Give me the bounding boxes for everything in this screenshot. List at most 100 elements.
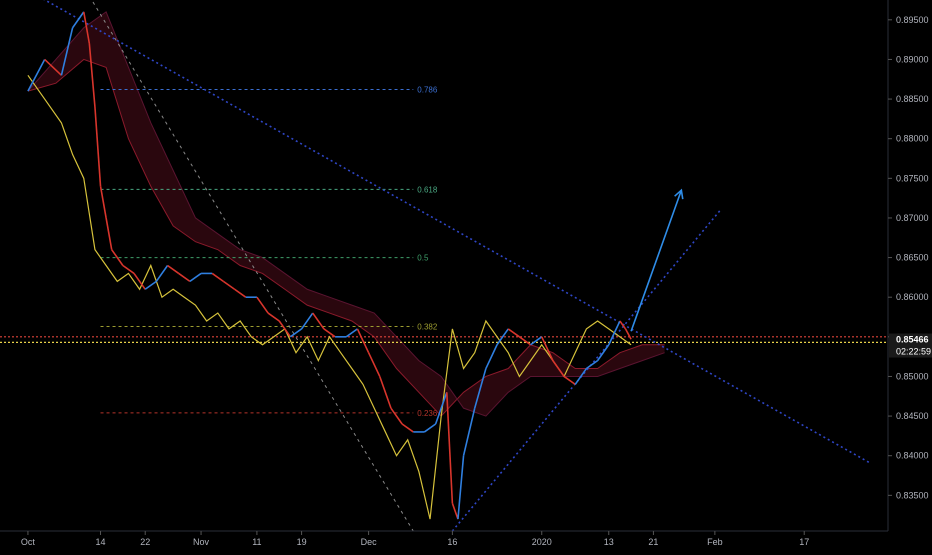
projection-arrow-head [674,188,684,200]
time-axis: Oct 14 22 Nov 11 19 Dec 16 2020 13 21 Feb 17 [0,530,888,547]
price-segment [379,376,392,409]
time-tick-label: 21 [648,537,658,547]
fib-level-label: 0.618 [417,185,438,194]
time-tick-label: Dec [361,537,378,547]
price-tick-label: 0.86500 [896,253,929,263]
price-segment [552,360,565,377]
last-price-badge [889,333,932,358]
price-segment [211,272,224,283]
price-segment [457,455,465,520]
price-segment [256,296,269,314]
price-segment [356,328,370,354]
price-tick-label: 0.86000 [896,292,929,302]
price-segment [541,336,554,361]
trendline-upper [43,0,872,465]
price-segment [619,320,627,330]
price-segment [99,186,107,219]
last-price-label: 0.85466 [896,335,929,345]
price-segment [624,328,632,340]
price-tick-label: 0.87000 [896,213,929,223]
price-segment [267,312,280,322]
price-segment [122,264,135,275]
price-segment [585,359,599,370]
price-segment [44,58,62,76]
price-segment [390,407,403,425]
time-tick-label: 22 [140,537,150,547]
price-segment [530,336,543,346]
price-segment [518,336,532,346]
price-tick-label: 0.87500 [896,173,929,183]
price-segment [496,328,509,346]
price-segment [27,59,46,92]
price-segment [105,217,113,250]
lagging-span-line [27,74,632,520]
price-segment [300,312,314,330]
price-segment [82,11,91,44]
time-tick-label: 16 [447,537,457,547]
price-segment [178,272,191,283]
price-segment [88,43,96,108]
ichimoku-cloud [27,11,665,417]
price-segment [596,344,610,362]
price-segment [155,265,169,282]
price-segment [345,328,358,338]
time-tick-label: Nov [193,537,210,547]
fib-level-label: 0.382 [417,323,438,332]
price-segment [445,392,454,504]
price-segment [71,11,85,29]
time-tick-label: 13 [604,537,614,547]
price-segment [451,502,459,520]
countdown-label: 02:22:59 [896,347,931,357]
cloud-span-b [27,11,665,417]
price-segment [462,407,476,456]
price-segment [144,280,157,290]
price-tick-label: 0.84500 [896,411,929,421]
cloud-fill [27,11,665,417]
price-segment [189,272,202,283]
price-segment [289,328,303,338]
fib-level-label: 0.236 [417,409,438,418]
time-tick-label: 19 [297,537,307,547]
price-axis: 0.89500 0.89000 0.88500 0.88000 0.87500 0.870… [887,0,932,531]
price-segment [434,392,448,425]
price-segment [563,375,576,386]
price-segment [401,423,414,433]
drawing-lines: 0.786 0.618 0.5 0.382 0.236 [0,0,888,532]
price-segment [60,27,74,76]
price-tick-label: 0.88000 [896,134,929,144]
price-segment [507,328,520,338]
series-layer [27,11,684,520]
cloud-span-a [27,58,665,417]
price-tick-label: 0.85000 [896,371,929,381]
time-tick-label: 11 [252,537,261,547]
projection-arrow-line [630,189,683,332]
price-tick-label: 0.89500 [896,15,929,25]
price-segment [473,368,487,409]
price-segment [222,280,236,290]
price-segment [278,320,292,338]
time-tick-label: Oct [21,537,36,547]
price-segment [608,320,621,346]
time-tick-label: 17 [799,537,809,547]
price-segment [423,423,437,433]
price-segment [111,249,124,266]
time-tick-label: 2020 [532,537,552,547]
price-segment [234,288,247,298]
price-segment [574,368,588,385]
fib-level-label: 0.5 [417,254,429,263]
time-tick-label: Feb [707,537,723,547]
price-tick-label: 0.88500 [896,94,929,104]
price-tick-label: 0.84000 [896,451,929,461]
price-segment [323,328,336,338]
price-segment [367,352,381,377]
price-tick-label: 0.89000 [896,54,929,64]
price-tick-label: 0.83500 [896,490,929,500]
price-segment [167,264,180,275]
price-segment [312,312,325,330]
fib-level-label: 0.786 [417,86,438,95]
time-tick-label: 14 [96,537,106,547]
price-segment [485,344,498,369]
